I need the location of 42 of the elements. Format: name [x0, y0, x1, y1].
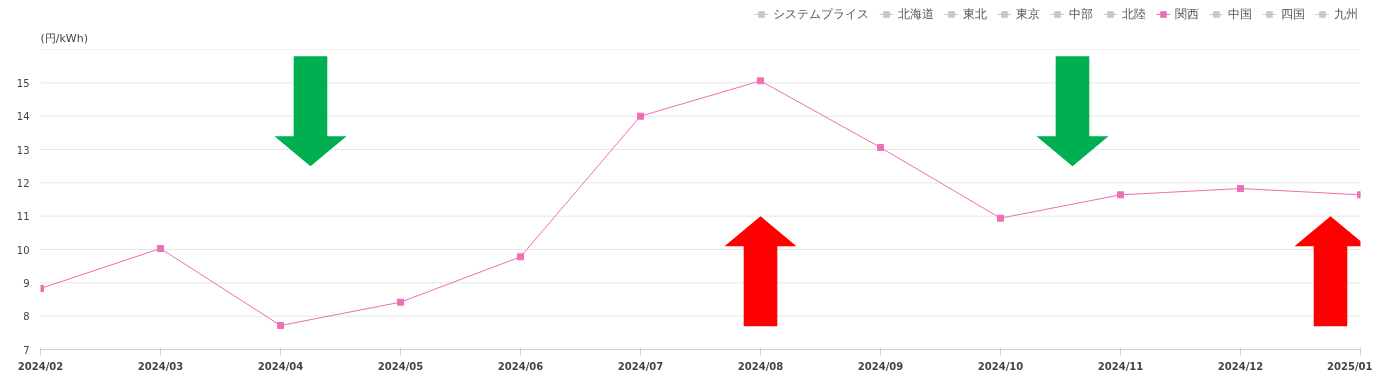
x-tick-label: 2024/09: [857, 360, 904, 372]
point: [997, 214, 1004, 222]
x-tick-label: 2024/11: [1097, 360, 1144, 372]
y-tick-label: 12: [16, 177, 30, 189]
point: [157, 245, 164, 252]
x-tick-label: 2024/02: [17, 360, 64, 372]
x-tick-label: 2024/12: [1217, 360, 1264, 372]
x-tick-label: 2025/01: [1327, 360, 1373, 372]
x-tick-label: 2024/03: [137, 360, 184, 372]
x-tick-label: 2024/07: [617, 360, 664, 372]
point: [877, 144, 884, 151]
legend-label: 四国: [1281, 5, 1305, 23]
legend-label: システムプライス: [773, 5, 869, 23]
y-tick-label: 14: [16, 111, 30, 123]
y-tick-label: 7: [23, 344, 30, 356]
y-tick-label: 15: [16, 77, 30, 89]
x-tick-label: 2024/10: [977, 360, 1024, 372]
y-tick-label: 10: [16, 244, 30, 256]
legend-label: 東北: [963, 5, 987, 23]
y-tick-label: 11: [16, 211, 30, 223]
y-tick-label: 13: [16, 144, 30, 156]
point: [757, 77, 764, 85]
x-tick-label: 2024/06: [497, 360, 544, 372]
legend-label: 北海道: [898, 5, 934, 23]
y-axis-title: (円/kWh): [40, 31, 89, 45]
point: [637, 112, 644, 120]
legend-label: 関西: [1175, 5, 1199, 23]
legend-label: 東京: [1016, 5, 1040, 23]
x-tick-label: 2024/05: [377, 360, 424, 372]
point: [397, 298, 404, 306]
y-tick-label: 9: [23, 277, 30, 289]
y-tick-label: 8: [23, 311, 30, 323]
x-tick-label: 2024/04: [257, 360, 304, 372]
point: [277, 322, 284, 329]
legend-label: 九州: [1334, 5, 1358, 23]
legend-label: 中国: [1228, 5, 1252, 23]
point: [517, 253, 524, 261]
point: [1237, 185, 1244, 192]
x-tick-label: 2024/08: [737, 360, 784, 372]
legend-label: 北陸: [1122, 5, 1146, 23]
legend-label: 中部: [1069, 5, 1093, 23]
point: [1117, 191, 1124, 199]
